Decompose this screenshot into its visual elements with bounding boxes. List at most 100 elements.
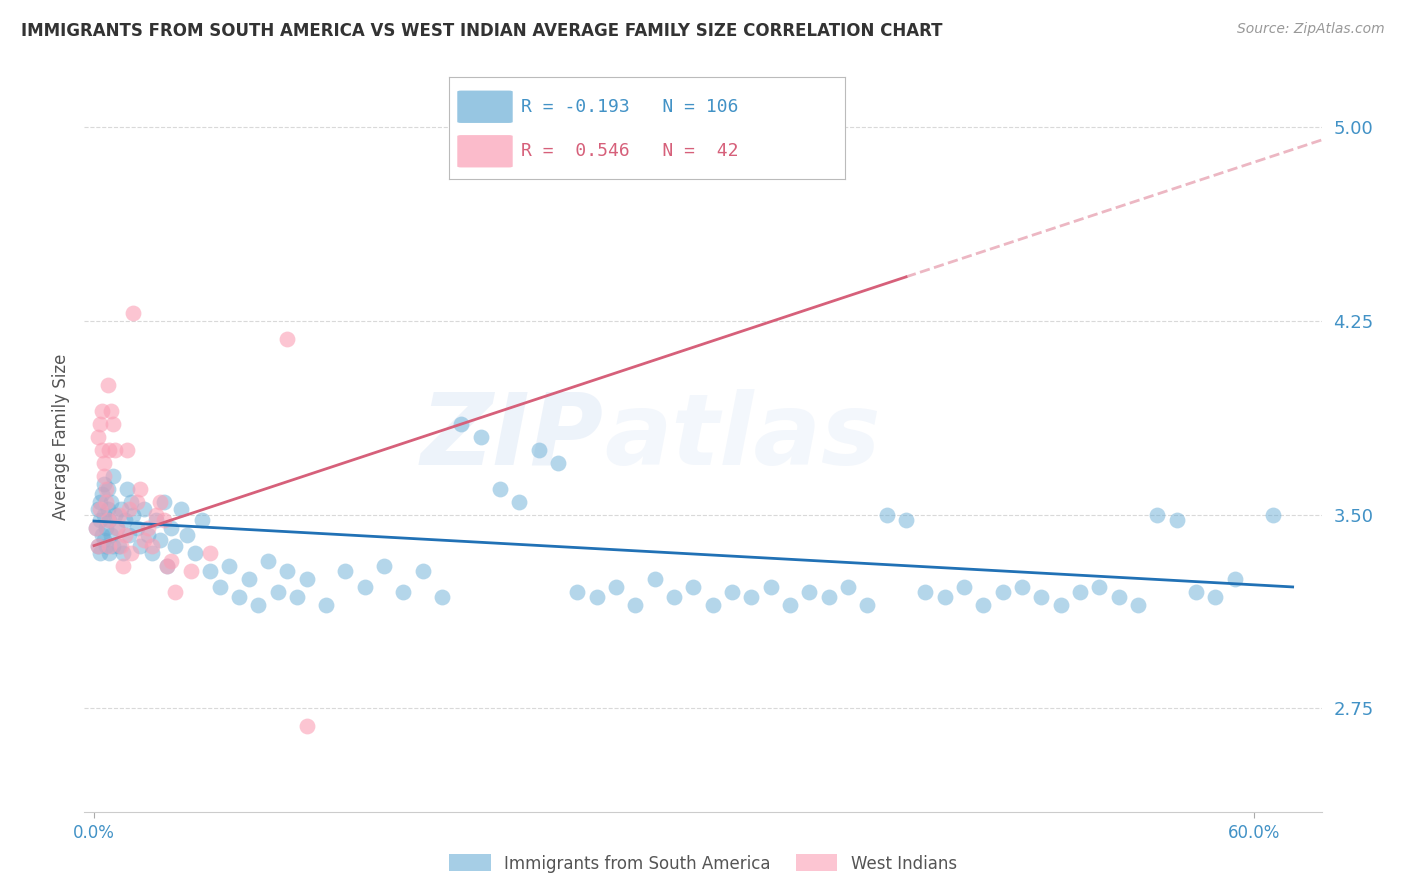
Point	[120, 494, 142, 508]
Point	[89, 494, 111, 508]
Point	[165, 539, 187, 553]
Point	[1011, 580, 1033, 594]
Point	[93, 508, 115, 522]
Point	[152, 494, 174, 508]
Point	[90, 528, 112, 542]
Point	[156, 559, 179, 574]
Point	[198, 565, 221, 579]
Point	[450, 417, 472, 432]
Point	[98, 442, 121, 457]
Point	[247, 598, 270, 612]
Point	[170, 502, 193, 516]
Point	[90, 487, 112, 501]
Point	[894, 513, 917, 527]
Point	[96, 513, 118, 527]
Point	[972, 598, 994, 612]
Point	[93, 456, 115, 470]
Point	[129, 539, 152, 553]
Point	[108, 539, 131, 553]
Point	[1146, 508, 1168, 522]
Text: Source: ZipAtlas.com: Source: ZipAtlas.com	[1237, 22, 1385, 37]
Point	[87, 539, 110, 553]
Point	[373, 559, 395, 574]
Point	[1185, 585, 1208, 599]
Point	[914, 585, 936, 599]
Point	[121, 306, 143, 320]
Point	[276, 565, 298, 579]
Point	[183, 546, 205, 560]
Point	[104, 508, 127, 522]
Point	[149, 494, 172, 508]
Point	[112, 559, 135, 574]
Point	[702, 598, 724, 612]
Point	[267, 585, 290, 599]
Point	[740, 591, 762, 605]
Point	[335, 565, 357, 579]
Point	[238, 572, 260, 586]
Point	[87, 539, 110, 553]
Point	[110, 539, 132, 553]
Point	[759, 580, 782, 594]
Point	[1263, 508, 1285, 522]
Point	[160, 554, 183, 568]
Point	[276, 332, 298, 346]
Point	[1031, 591, 1053, 605]
Point	[315, 598, 337, 612]
Text: ZIP: ZIP	[420, 389, 605, 485]
Point	[90, 404, 112, 418]
Point	[89, 546, 111, 560]
Point	[141, 546, 163, 560]
Point	[87, 502, 110, 516]
Point	[121, 508, 143, 522]
Point	[149, 533, 172, 548]
Point	[837, 580, 859, 594]
Point	[624, 598, 647, 612]
Point	[165, 585, 187, 599]
Point	[134, 502, 156, 516]
Point	[1088, 580, 1111, 594]
Point	[1049, 598, 1071, 612]
Point	[228, 591, 250, 605]
Point	[98, 539, 121, 553]
Point	[118, 528, 141, 542]
Point	[198, 546, 221, 560]
Point	[103, 468, 125, 483]
Point	[1069, 585, 1091, 599]
Point	[108, 508, 131, 522]
Point	[125, 494, 148, 508]
Point	[682, 580, 704, 594]
Point	[134, 533, 156, 548]
Point	[96, 378, 118, 392]
Point	[98, 513, 121, 527]
Point	[112, 546, 135, 560]
Point	[430, 591, 453, 605]
Point	[547, 456, 569, 470]
Point	[94, 539, 117, 553]
Point	[145, 508, 167, 522]
Point	[98, 546, 121, 560]
Point	[1108, 591, 1130, 605]
Point	[991, 585, 1014, 599]
Point	[110, 502, 132, 516]
Point	[115, 482, 138, 496]
Point	[527, 442, 550, 457]
Point	[1166, 513, 1188, 527]
Point	[644, 572, 666, 586]
Point	[114, 513, 136, 527]
Point	[176, 528, 198, 542]
Point	[295, 572, 318, 586]
Point	[105, 520, 128, 534]
Point	[87, 430, 110, 444]
Point	[285, 591, 308, 605]
Point	[103, 539, 125, 553]
Point	[662, 591, 685, 605]
Point	[136, 528, 159, 542]
Point	[152, 513, 174, 527]
Text: atlas: atlas	[605, 389, 880, 485]
Point	[96, 482, 118, 496]
Point	[136, 520, 159, 534]
Point	[89, 513, 111, 527]
Point	[1223, 572, 1246, 586]
Text: IMMIGRANTS FROM SOUTH AMERICA VS WEST INDIAN AVERAGE FAMILY SIZE CORRELATION CHA: IMMIGRANTS FROM SOUTH AMERICA VS WEST IN…	[21, 22, 942, 40]
Point	[100, 404, 122, 418]
